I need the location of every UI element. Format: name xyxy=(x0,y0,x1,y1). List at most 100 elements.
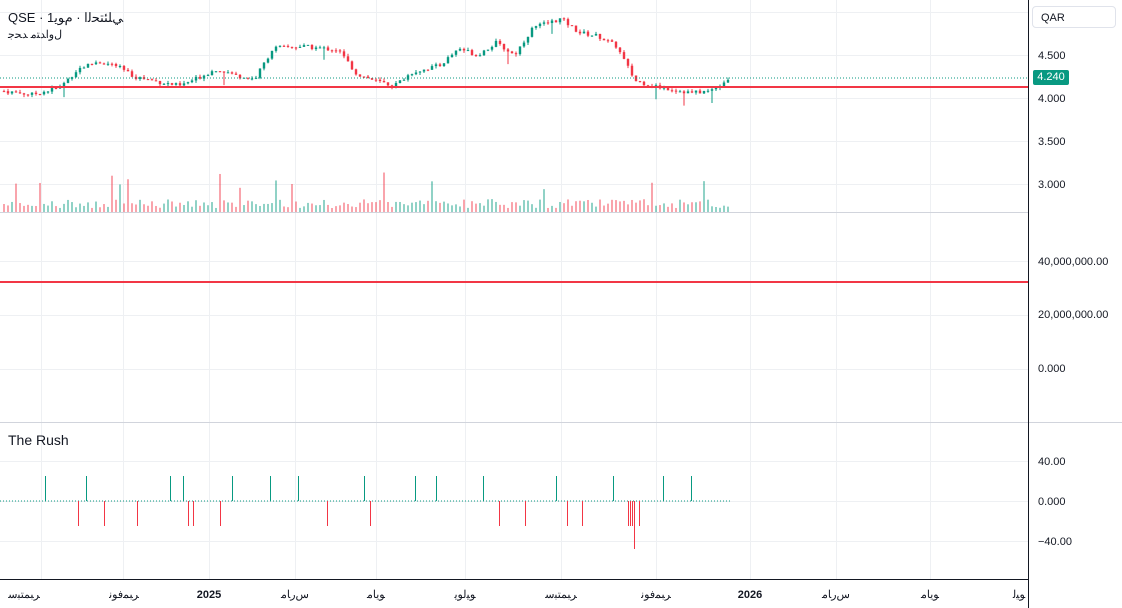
price-candles xyxy=(2,17,730,106)
volume-bar xyxy=(407,205,409,212)
volume-bar xyxy=(515,202,517,212)
candle-body xyxy=(534,26,538,28)
volume-bar xyxy=(115,199,117,212)
volume-bar xyxy=(327,204,329,212)
candle-body xyxy=(378,79,382,82)
time-label-year: 2026 xyxy=(738,589,762,601)
candle-body xyxy=(30,92,34,95)
volume-bar xyxy=(91,207,93,212)
candle-body xyxy=(238,74,242,79)
volume-bar xyxy=(563,203,565,212)
volume-bar xyxy=(207,205,209,212)
volume-bar xyxy=(415,202,417,212)
volume-bar xyxy=(671,203,673,212)
candle-body xyxy=(226,72,230,74)
candle-body xyxy=(174,83,178,85)
volume-bar xyxy=(459,206,461,212)
time-label: ﺱﺭﺎﻣ xyxy=(821,589,850,601)
volume-bar xyxy=(27,204,29,212)
candle-body xyxy=(570,25,574,27)
time-label: ﺮﺒﻤﻓﻮﻧ xyxy=(108,589,140,601)
candle-body xyxy=(78,67,82,73)
candle-body xyxy=(686,91,690,94)
volume-bar xyxy=(447,203,449,212)
candle-body xyxy=(294,47,298,49)
candle-body xyxy=(38,93,42,95)
volume-bar xyxy=(399,201,401,212)
volume-bar xyxy=(31,205,33,212)
candle-body xyxy=(214,71,218,73)
volume-bar xyxy=(295,201,297,212)
volume-bar xyxy=(607,203,609,212)
volume-bar xyxy=(599,199,601,212)
candle-body xyxy=(326,47,330,51)
candle-body xyxy=(398,80,402,84)
candle-body xyxy=(710,89,714,91)
volume-bar xyxy=(679,199,681,212)
volume-bar xyxy=(247,200,249,212)
candle-body xyxy=(550,20,554,24)
volume-bar xyxy=(319,205,321,212)
volume-bar xyxy=(143,204,145,212)
candle-body xyxy=(518,46,522,55)
candle-body xyxy=(2,91,6,93)
volume-bar xyxy=(691,202,693,212)
volume-bar xyxy=(83,205,85,212)
symbol-title[interactable]: QSE · ﻲﻠﺌﺘﺤﻟﺍ · ﻡﻮﻳ1 xyxy=(8,10,124,25)
volume-bar xyxy=(75,207,77,212)
candle-body xyxy=(162,83,166,85)
volume-bar xyxy=(251,201,253,212)
volume-bar xyxy=(539,199,541,212)
candle-body xyxy=(178,83,182,86)
volume-bar xyxy=(299,207,301,212)
volume-bar xyxy=(215,207,217,212)
candle-body xyxy=(318,47,322,49)
volume-bar xyxy=(559,201,561,212)
volume-bar xyxy=(403,204,405,212)
candle-body xyxy=(122,65,126,70)
volume-bar xyxy=(267,203,269,212)
volume-bar xyxy=(99,207,101,212)
candle-body xyxy=(146,79,150,81)
volume-bar xyxy=(155,205,157,212)
candle-body xyxy=(246,77,250,79)
candle-body xyxy=(202,75,206,79)
candle-body xyxy=(182,83,186,86)
time-label: ﺱﺭﺎﻣ xyxy=(280,589,309,601)
candle-body xyxy=(614,41,618,48)
volume-bar xyxy=(135,204,137,212)
volume-bar xyxy=(411,202,413,212)
candle-body xyxy=(298,46,302,48)
volume-bar xyxy=(435,201,437,212)
time-label: ﺮﺒﻤﺘﺒﺳ xyxy=(7,589,41,601)
volume-bar xyxy=(79,203,81,212)
candle-body xyxy=(110,63,114,65)
time-label: ﻮﻴﻟﻮﻳ xyxy=(453,589,475,601)
candle-body xyxy=(678,91,682,93)
currency-button[interactable]: QAR xyxy=(1032,6,1116,28)
volume-bar xyxy=(615,200,617,212)
candle-body xyxy=(638,81,642,83)
volume-tick-label: 20,000,000.00 xyxy=(1038,309,1108,321)
volume-bar xyxy=(95,201,97,212)
volume-bar xyxy=(719,207,721,212)
indicator-title[interactable]: The Rush xyxy=(8,432,69,448)
volume-bar xyxy=(431,181,433,212)
candle-body xyxy=(74,72,78,78)
volume-bar xyxy=(275,180,277,212)
candle-body xyxy=(314,47,318,50)
volume-bar xyxy=(355,207,357,212)
candle-body xyxy=(366,76,370,79)
candle-body xyxy=(722,82,726,87)
candle-body xyxy=(590,35,594,37)
candle-body xyxy=(642,81,646,86)
candle-body xyxy=(514,53,518,55)
volume-bar xyxy=(323,199,325,212)
candle-body xyxy=(662,87,666,89)
candle-body xyxy=(498,40,502,44)
volume-bar xyxy=(139,199,141,212)
volume-bar xyxy=(167,199,169,212)
volume-bar xyxy=(519,205,521,212)
candle-body xyxy=(270,50,274,59)
